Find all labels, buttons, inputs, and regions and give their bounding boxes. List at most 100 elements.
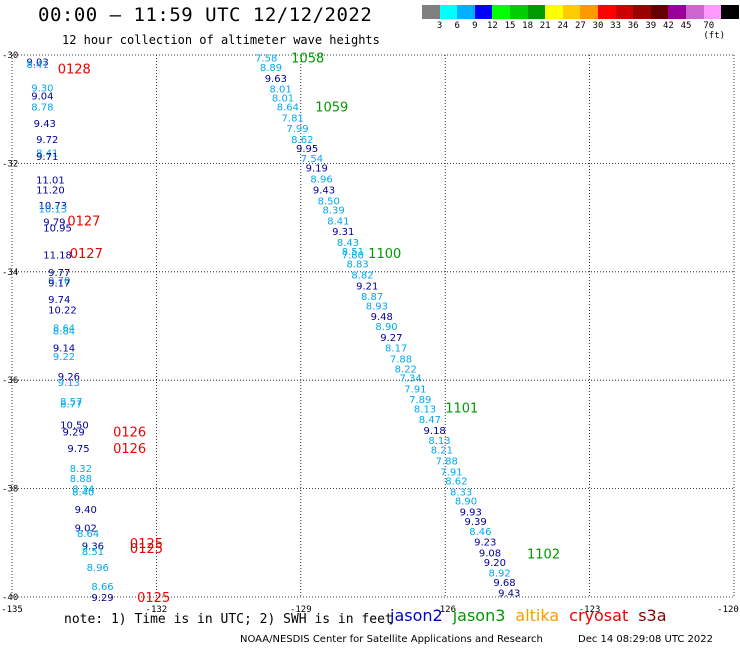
colorbar-swatch — [545, 5, 563, 19]
longitude-label: -129 — [290, 605, 312, 615]
colorbar-swatch — [580, 5, 598, 19]
wave-height-value: 9.13 — [58, 378, 80, 389]
colorbar-swatch — [668, 5, 686, 19]
wave-height-value: 7.88 — [390, 355, 412, 366]
colorbar-label: 9 — [472, 21, 478, 31]
colorbar-label: 6 — [454, 21, 460, 31]
wave-height-value: 10.73 — [38, 201, 67, 212]
wave-height-value: 9.29 — [63, 428, 85, 439]
longitude-label: -135 — [1, 605, 23, 615]
wave-height-value: 8.96 — [310, 175, 332, 186]
wave-height-value: 9.48 — [371, 312, 393, 323]
latitude-label: -34 — [2, 268, 18, 278]
longitude-label: -132 — [146, 605, 168, 615]
longitude-label: -123 — [579, 605, 601, 615]
satellite-legend: jason2 jason3 altika cryosat s3a — [390, 606, 677, 625]
wave-height-value: 9.39 — [464, 517, 486, 528]
pass-time-label: 1059 — [315, 100, 348, 115]
pass-time-label: 0128 — [58, 63, 91, 78]
pass-time-label: 0127 — [70, 247, 103, 262]
wave-height-value: 8.62 — [445, 476, 467, 487]
wave-height-value: 7.58 — [255, 54, 277, 65]
colorbar-label: 45 — [680, 21, 692, 31]
wave-height-value: 9.03 — [26, 58, 48, 69]
wave-height-value: 8.41 — [327, 216, 349, 227]
wave-height-value: 9.17 — [48, 279, 70, 290]
wave-height-value: 9.72 — [36, 135, 58, 146]
colorbar-swatch — [457, 5, 475, 19]
pass-time-label: 0125 — [130, 542, 163, 557]
wave-height-value: 7.88 — [436, 456, 458, 467]
legend-jason3: jason3 — [452, 606, 506, 625]
wave-height-value: 8.84 — [53, 326, 75, 337]
wave-height-value: 11.01 — [36, 176, 65, 187]
colorbar-swatch — [509, 5, 528, 19]
colorbar-label: 18 — [522, 21, 534, 31]
latitude-label: -36 — [2, 376, 18, 386]
wave-height-value: 9.31 — [332, 227, 354, 238]
colorbar-swatch — [703, 5, 722, 19]
latitude-label: -30 — [2, 51, 18, 61]
wave-height-value: 9.21 — [356, 281, 378, 292]
pass-time-label: 0126 — [113, 442, 146, 457]
wave-height-colorbar — [422, 5, 739, 19]
wave-height-value: 7.80 — [342, 250, 364, 261]
wave-height-value: 8.64 — [77, 529, 99, 540]
wave-height-value: 8.17 — [385, 344, 407, 355]
pass-time-label: 1058 — [291, 52, 324, 67]
wave-height-value: 7.91 — [440, 467, 462, 478]
map-title: 00:00 – 11:59 UTC 12/12/2022 — [38, 4, 373, 26]
wave-height-value: 9.36 — [82, 542, 104, 553]
wave-height-value: 9.63 — [265, 74, 287, 85]
wave-height-value: 8.96 — [87, 563, 109, 574]
colorbar-label: 33 — [610, 21, 622, 31]
footer-note: note: 1) Time is in UTC; 2) SWH is in fe… — [64, 612, 393, 627]
wave-height-value: 8.41 — [26, 60, 48, 71]
colorbar-swatch — [633, 5, 651, 19]
wave-height-value: 8.47 — [419, 415, 441, 426]
wave-height-value: 8.90 — [455, 497, 477, 508]
colorbar-swatch — [650, 5, 669, 19]
wave-height-value: 8.78 — [31, 102, 53, 113]
latitude-label: -38 — [2, 485, 18, 495]
wave-height-value: 8.01 — [270, 85, 292, 96]
colorbar-swatch — [527, 5, 546, 19]
wave-height-value: 8.34 — [72, 485, 94, 496]
axis-labels: -30 -32 -34 -36 -38 -40 -135 -132 -129 -126 -123 -1… — [1, 51, 739, 615]
wave-height-value: 9.93 — [460, 507, 482, 518]
colorbar-swatch — [562, 5, 581, 19]
colorbar-swatch — [439, 5, 458, 19]
colorbar-label: 24 — [557, 21, 569, 31]
wave-height-value: 8.40 — [72, 487, 94, 498]
pass-time-label: 0126 — [113, 426, 146, 441]
wave-height-value: 7.34 — [399, 373, 421, 384]
wave-height-value: 11.18 — [43, 250, 72, 261]
colorbar-label: 3 — [436, 21, 443, 31]
wave-height-value: 8.66 — [91, 582, 113, 593]
wave-height-value: 8.41 — [36, 149, 58, 160]
legend-altika: altika — [515, 606, 560, 625]
legend-jason2: jason2 — [390, 606, 443, 625]
wave-height-value: 10.95 — [43, 223, 72, 234]
pass-time-label: 1102 — [527, 548, 560, 563]
map-grid — [11, 54, 735, 598]
wave-height-value: 7.99 — [286, 124, 308, 135]
wave-height-value: 8.90 — [375, 322, 397, 333]
wave-height-value: 8.01 — [272, 93, 294, 104]
pass-time-labels: 1058 1059 1100 1101 1102 0128 0127 0127 01260126… — [58, 52, 560, 606]
legend-cryosat: cryosat — [569, 606, 629, 625]
wave-height-value: 8.51 — [342, 247, 364, 258]
wave-height-value: 7.54 — [301, 154, 323, 165]
pass-time-label: 1101 — [445, 401, 478, 416]
wave-height-value: 9.68 — [493, 578, 515, 589]
wave-height-value: 8.33 — [450, 487, 472, 498]
wave-height-value: 8.32 — [70, 464, 92, 475]
colorbar-labels: 3 6 9 12 15 18 21 24 27 30 33 36 39 42 45 70 (ft) — [422, 21, 740, 41]
pass-time-label: 0127 — [67, 214, 100, 229]
wave-height-value: 9.30 — [31, 84, 53, 95]
wave-height-value: 8.43 — [337, 238, 359, 249]
wave-height-value: 10.50 — [60, 421, 89, 432]
legend-s3a: s3a — [638, 606, 667, 625]
wave-height-value: 9.29 — [91, 593, 113, 604]
